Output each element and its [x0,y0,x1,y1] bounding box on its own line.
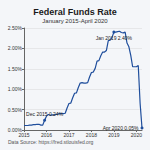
svg-text:0.50%: 0.50% [8,107,23,113]
svg-text:1.50%: 1.50% [8,66,23,72]
svg-text:Federal Funds Rate: Federal Funds Rate [33,7,117,17]
svg-text:2018: 2018 [86,132,97,138]
svg-text:Apr 2020 0.05%: Apr 2020 0.05% [103,125,139,131]
svg-text:Dec 2015 0.24%: Dec 2015 0.24% [26,111,64,117]
svg-text:2015: 2015 [18,132,29,138]
svg-text:2020: 2020 [131,132,142,138]
svg-text:2.50%: 2.50% [8,25,23,31]
svg-text:2017: 2017 [63,132,74,138]
svg-text:Jan 2019 2.40%: Jan 2019 2.40% [96,35,133,41]
svg-text:Data Source: https://fred.stlo: Data Source: https://fred.stlouisfed.org [8,139,94,145]
svg-text:2019: 2019 [108,132,119,138]
svg-text:1.00%: 1.00% [8,86,23,92]
svg-text:2.00%: 2.00% [8,45,23,51]
svg-text:January 2015-April 2020: January 2015-April 2020 [42,18,108,24]
svg-text:0.00%: 0.00% [7,127,22,133]
svg-text:2016: 2016 [41,132,52,138]
